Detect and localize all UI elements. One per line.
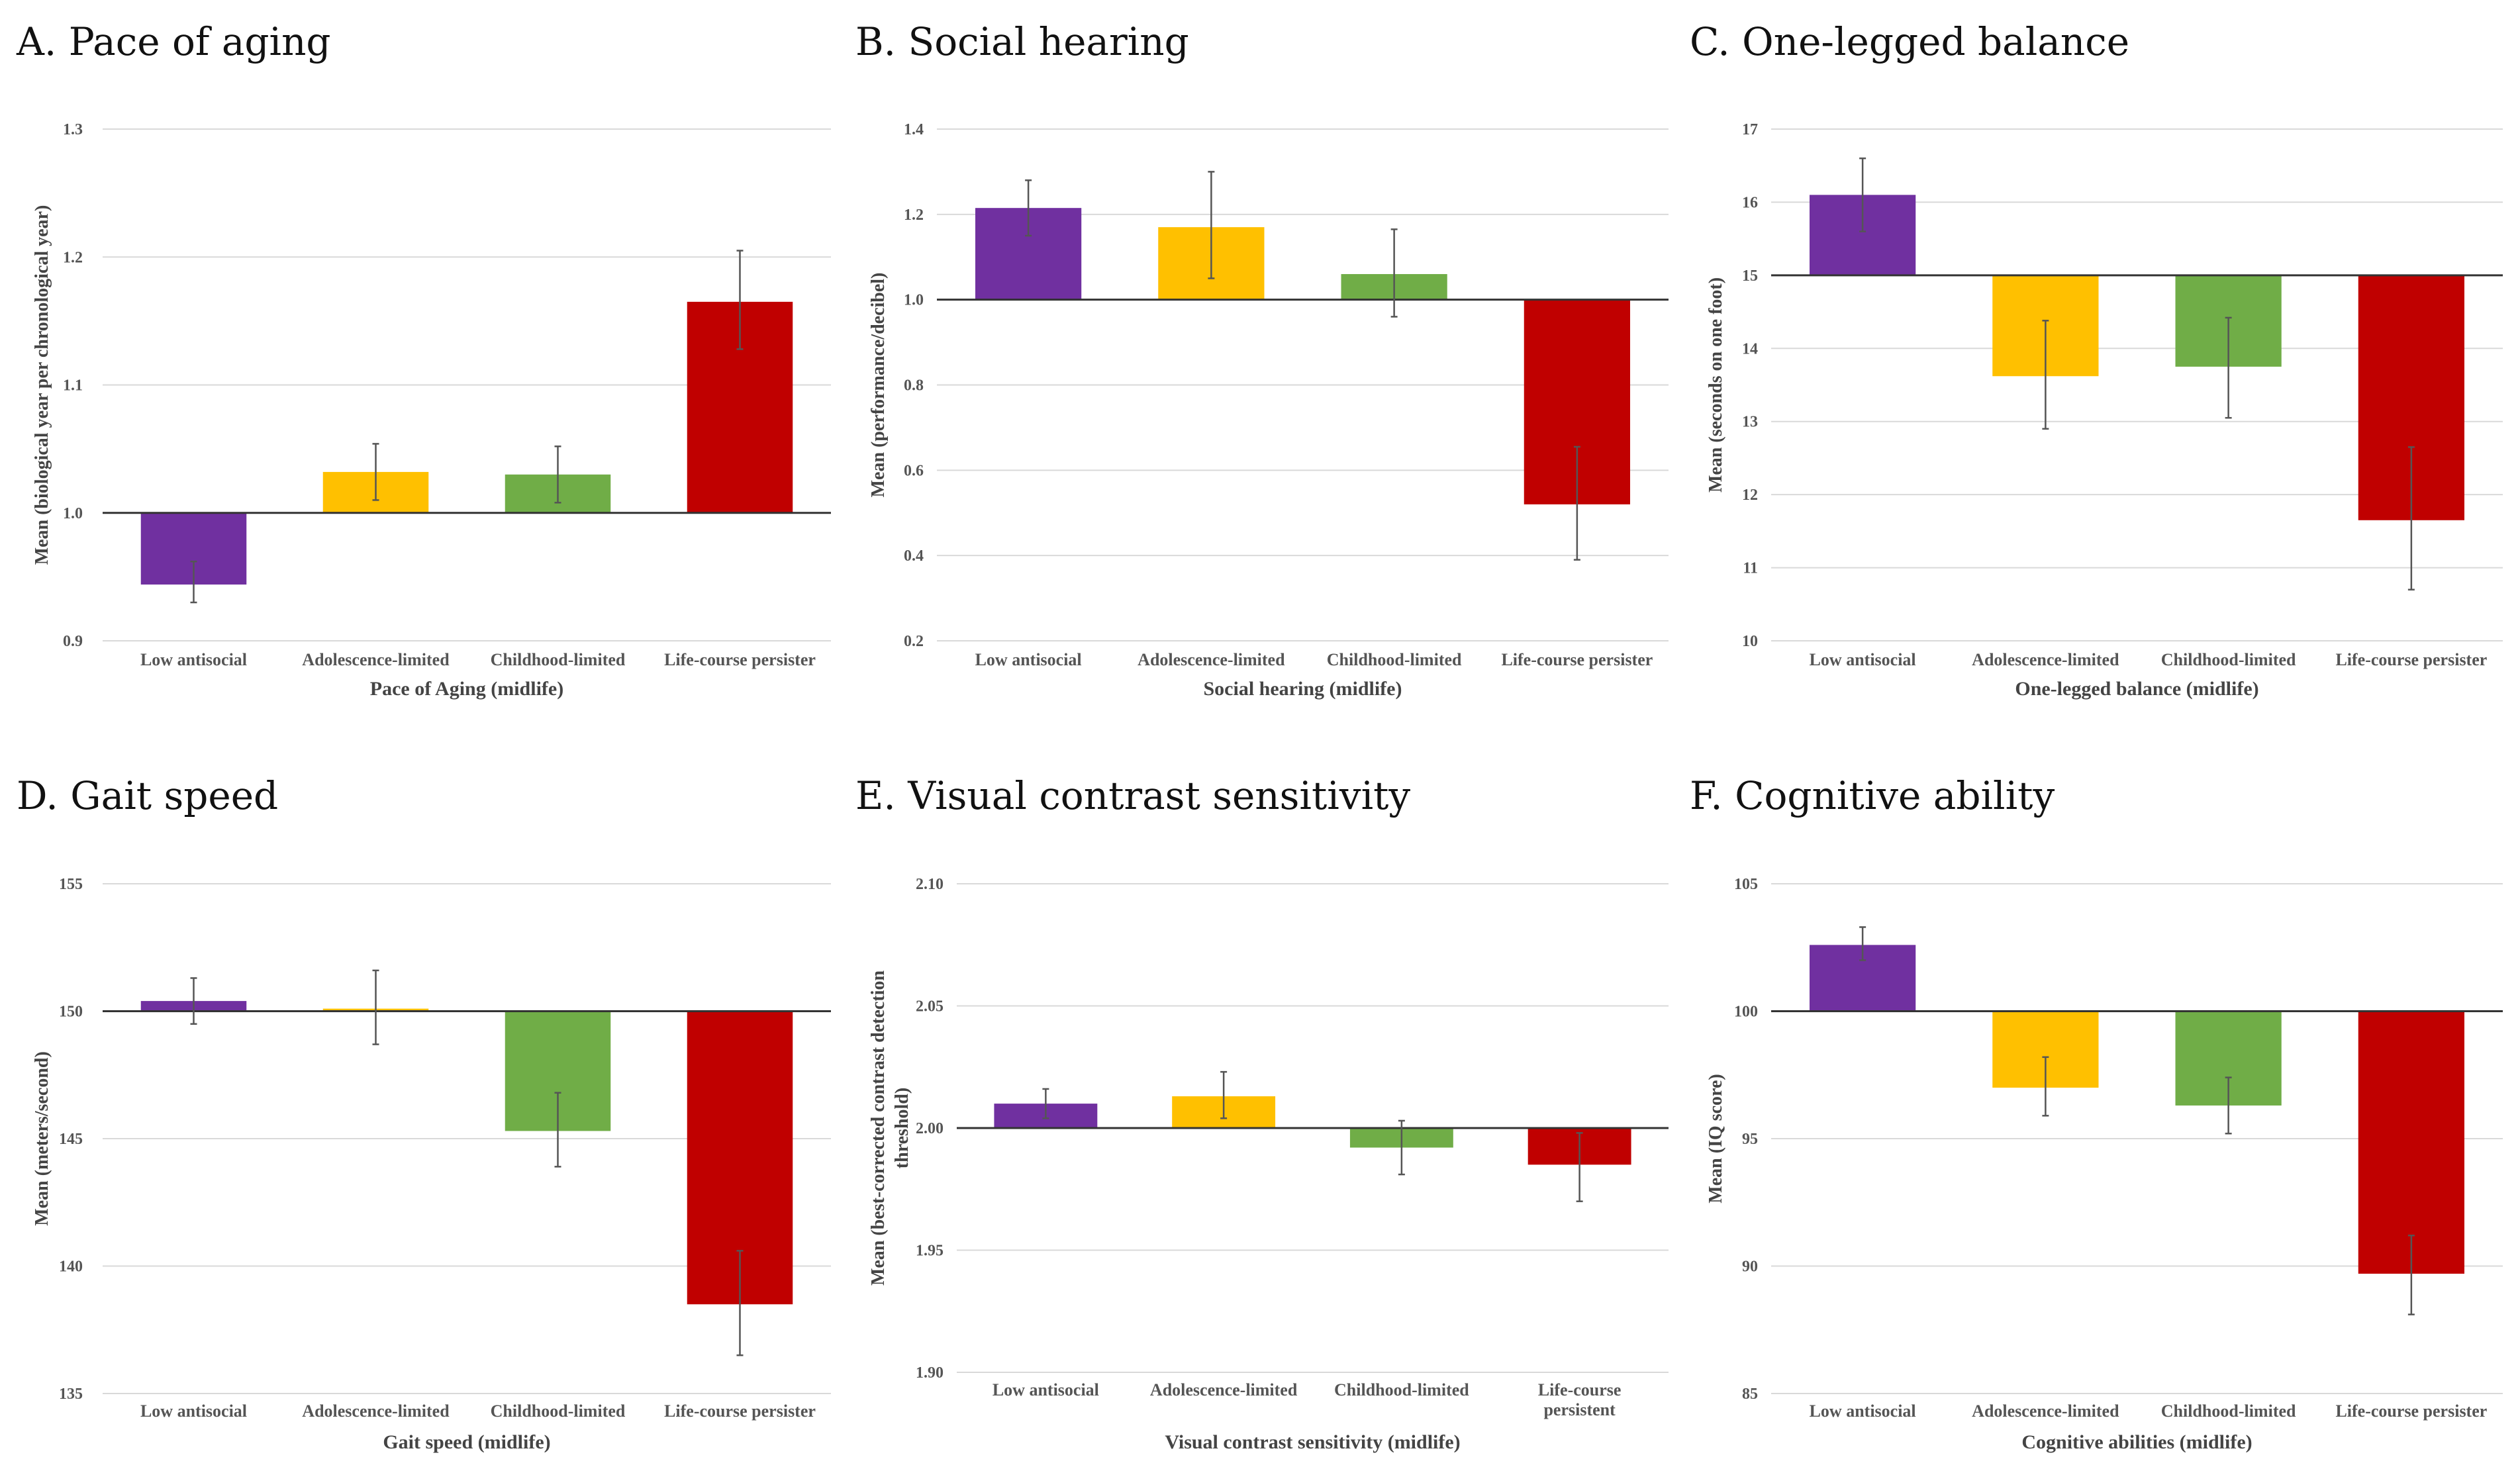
category-label: Life-course persister [664, 1401, 816, 1421]
y-tick-label: 2.10 [916, 876, 944, 893]
y-tick-label: 16 [1742, 194, 1758, 211]
category-label: Life-course persister [664, 650, 816, 669]
y-tick-label: 1.4 [904, 121, 924, 138]
category-label: Adolescence-limited [1972, 650, 2119, 669]
y-tick-label: 1.90 [916, 1364, 944, 1382]
x-axis-label: Visual contrast sensitivity (midlife) [1165, 1431, 1460, 1453]
category-label: Childhood-limited [2161, 650, 2296, 669]
panel-title: A. Pace of aging [16, 19, 331, 64]
y-axis-label: Mean (meters/second) [32, 1051, 52, 1226]
y-tick-label: 12 [1742, 487, 1758, 504]
y-axis-label: Mean (performance/decibel) [868, 273, 889, 498]
y-tick-label: 2.00 [916, 1120, 944, 1137]
panel-title: E. Visual contrast sensitivity [855, 773, 1410, 818]
y-tick-label: 105 [1734, 876, 1758, 893]
y-axis-label: Mean (best-corrected contrast detection t… [868, 970, 912, 1286]
panel-0: A. Pace of aging 0.9 1.0 1.1 1.2 1.3 Low antis… [16, 19, 831, 700]
y-tick-label: 13 [1742, 414, 1758, 431]
y-tick-label: 95 [1742, 1131, 1758, 1148]
y-tick-label: 14 [1742, 340, 1758, 357]
y-tick-label: 0.2 [904, 633, 924, 650]
y-tick-label: 1.0 [904, 292, 924, 309]
y-tick-label: 0.8 [904, 377, 924, 395]
category-label: Low antisocial [1810, 650, 1916, 669]
category-label: Low antisocial [975, 650, 1082, 669]
category-label: Childhood-limited [491, 650, 626, 669]
y-tick-label: 1.2 [63, 249, 83, 266]
y-tick-label: 1.1 [63, 377, 83, 395]
y-tick-label: 145 [59, 1131, 83, 1148]
category-label: Adolescence-limited [302, 650, 450, 669]
category-label: Low antisocial [993, 1380, 1099, 1399]
y-tick-label: 0.6 [904, 462, 924, 479]
category-label: Low antisocial [140, 1401, 247, 1421]
y-tick-label: 100 [1734, 1004, 1758, 1021]
y-tick-label: 17 [1742, 121, 1758, 138]
y-tick-label: 1.0 [63, 505, 83, 522]
category-label: Life-course persister [2335, 1401, 2487, 1421]
category-label: Life-course persister [2335, 650, 2487, 669]
x-axis-label: Pace of Aging (midlife) [370, 678, 563, 700]
y-tick-label: 10 [1742, 633, 1758, 650]
y-tick-label: 1.2 [904, 207, 924, 224]
y-tick-label: 155 [59, 876, 83, 893]
category-label: Adolescence-limited [1150, 1380, 1298, 1399]
category-label: Childhood-limited [1334, 1380, 1469, 1399]
category-label: Adolescence-limited [302, 1401, 450, 1421]
panel-2: C. One-legged balance 10 11 12 13 14 15 16 17 Low… [1690, 19, 2503, 700]
y-axis-label: Mean (seconds on one foot) [1706, 277, 1726, 493]
y-tick-label: 0.9 [63, 633, 83, 650]
y-axis-label: Mean (IQ score) [1706, 1074, 1726, 1203]
x-axis-label: Gait speed (midlife) [383, 1431, 550, 1453]
y-tick-label: 85 [1742, 1386, 1758, 1403]
panel-4: E. Visual contrast sensitivity 1.90 1.95 2.… [855, 773, 1669, 1453]
category-label: Adolescence-limited [1972, 1401, 2119, 1421]
y-tick-label: 135 [59, 1386, 83, 1403]
y-tick-label: 1.3 [63, 121, 83, 138]
y-axis-label: Mean (biological year per chronological … [32, 205, 52, 565]
panel-title: B. Social hearing [855, 19, 1189, 64]
category-label: Low antisocial [140, 650, 247, 669]
y-tick-label: 1.95 [916, 1243, 944, 1260]
panel-title: F. Cognitive ability [1690, 773, 2055, 818]
panel-title: C. One-legged balance [1690, 19, 2129, 64]
y-tick-label: 90 [1742, 1258, 1758, 1276]
y-tick-label: 0.4 [904, 547, 924, 565]
category-label: Childhood-limited [1327, 650, 1462, 669]
category-label: Adolescence-limited [1138, 650, 1285, 669]
x-axis-label: One-legged balance (midlife) [2015, 678, 2258, 700]
panel-5: F. Cognitive ability 85 90 95 100 105 Low anti… [1690, 773, 2503, 1453]
x-axis-label: Social hearing (midlife) [1204, 678, 1402, 700]
y-tick-label: 2.05 [916, 998, 944, 1016]
category-label: Childhood-limited [2161, 1401, 2296, 1421]
panel-1: B. Social hearing 0.2 0.4 0.6 0.8 1.0 1.2 1.4 Lo… [855, 19, 1669, 700]
y-tick-label: 150 [59, 1004, 83, 1021]
category-label: Low antisocial [1810, 1401, 1916, 1421]
panel-title: D. Gait speed [17, 773, 278, 818]
y-tick-label: 140 [59, 1258, 83, 1276]
y-tick-label: 15 [1742, 267, 1758, 285]
y-tick-label: 11 [1743, 560, 1758, 577]
category-label: Life-course persistent [1538, 1380, 1622, 1419]
bar-3 [2358, 1011, 2464, 1274]
x-axis-label: Cognitive abilities (midlife) [2021, 1431, 2252, 1453]
panel-3: D. Gait speed 135 140 145 150 155 Low antisoci… [17, 773, 831, 1453]
category-label: Childhood-limited [491, 1401, 626, 1421]
category-label: Life-course persister [1501, 650, 1653, 669]
